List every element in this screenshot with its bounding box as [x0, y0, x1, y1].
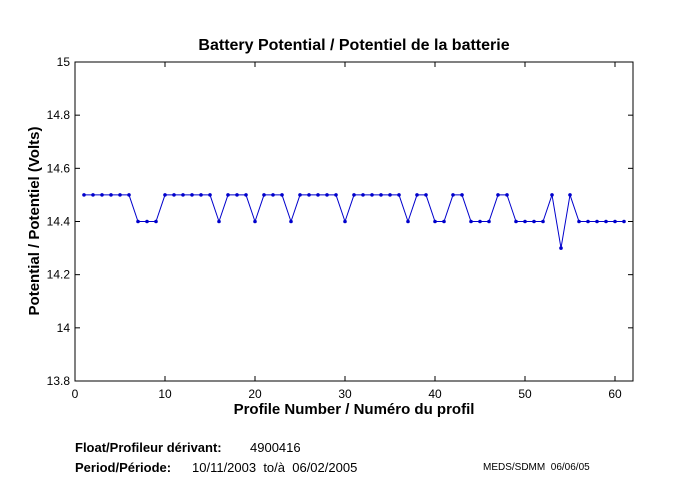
data-point	[316, 193, 320, 197]
float-value: 4900416	[250, 440, 301, 455]
y-tick-label: 14.6	[47, 161, 71, 175]
data-point	[505, 193, 509, 197]
y-tick-label: 14.4	[47, 215, 71, 229]
data-point	[613, 219, 617, 224]
data-point	[127, 193, 131, 197]
data-point	[433, 219, 437, 224]
period-value: 10/11/2003 to/à 06/02/2005	[192, 460, 358, 475]
x-tick-label: 0	[72, 387, 79, 401]
data-point	[154, 219, 158, 224]
data-point	[523, 219, 527, 224]
y-tick-label: 13.8	[47, 374, 71, 388]
data-point	[370, 193, 374, 197]
float-label: Float/Profileur dérivant:	[75, 440, 222, 455]
data-point	[91, 193, 95, 197]
data-point	[136, 219, 140, 224]
x-tick-label: 10	[158, 387, 172, 401]
data-point	[271, 193, 275, 197]
data-point	[325, 193, 329, 197]
data-point	[100, 193, 104, 197]
x-tick-label: 60	[608, 387, 622, 401]
data-point	[352, 193, 356, 197]
data-point	[379, 193, 383, 197]
data-point	[118, 193, 122, 197]
data-point	[388, 193, 392, 197]
plot-area	[74, 61, 634, 382]
data-point	[586, 219, 590, 224]
data-point	[244, 193, 248, 197]
data-point	[253, 219, 257, 224]
data-point	[541, 219, 545, 224]
data-point	[496, 193, 500, 197]
data-point	[82, 193, 86, 197]
data-point	[406, 219, 410, 224]
data-point	[208, 193, 212, 197]
x-tick-label: 20	[248, 387, 262, 401]
data-point	[532, 219, 536, 224]
data-point	[568, 193, 572, 197]
y-tick-label: 15	[57, 55, 71, 69]
data-point	[451, 193, 455, 197]
data-point	[604, 219, 608, 224]
data-point	[361, 193, 365, 197]
data-point	[109, 193, 113, 197]
chart-title: Battery Potential / Potentiel de la batt…	[198, 37, 509, 54]
data-point	[298, 193, 302, 197]
y-axis-label: Potential / Potentiel (Volts)	[26, 127, 43, 316]
data-point	[460, 193, 464, 197]
data-point	[442, 219, 446, 224]
data-point	[172, 193, 176, 197]
data-point	[577, 219, 581, 224]
data-point	[199, 193, 203, 197]
y-tick-label: 14.8	[47, 108, 71, 122]
series-layer	[82, 193, 626, 250]
data-point	[397, 193, 401, 197]
x-tick-label: 40	[428, 387, 442, 401]
data-point	[559, 246, 563, 250]
x-axis-label: Profile Number / Numéro du profil	[234, 401, 475, 418]
data-point	[181, 193, 185, 197]
data-point	[334, 193, 338, 197]
credit-text: MEDS/SDMM 06/06/05	[483, 462, 590, 473]
data-point	[343, 219, 347, 224]
data-point	[415, 193, 419, 197]
data-point	[469, 219, 473, 224]
axis-ticks: 0 10 20 30 40 50 60 13.8 14 14.2 14.4 14.6 14.8 15	[47, 55, 633, 401]
data-point	[190, 193, 194, 197]
data-point	[262, 193, 266, 197]
data-point	[487, 219, 491, 224]
data-point	[226, 193, 230, 197]
data-point	[478, 219, 482, 224]
data-point	[145, 219, 149, 224]
data-point	[307, 193, 311, 197]
x-tick-label: 50	[518, 387, 532, 401]
y-tick-label: 14.2	[47, 268, 71, 282]
x-tick-label: 30	[338, 387, 352, 401]
data-point	[424, 193, 428, 197]
data-point	[280, 193, 284, 197]
data-point	[514, 219, 518, 224]
data-point	[289, 219, 293, 224]
data-point	[163, 193, 167, 197]
data-point	[217, 219, 221, 224]
period-label: Period/Période:	[75, 460, 172, 475]
data-point	[595, 219, 599, 224]
y-tick-label: 14	[57, 321, 71, 335]
data-point	[550, 193, 554, 197]
data-point	[622, 219, 626, 224]
data-point	[235, 193, 239, 197]
